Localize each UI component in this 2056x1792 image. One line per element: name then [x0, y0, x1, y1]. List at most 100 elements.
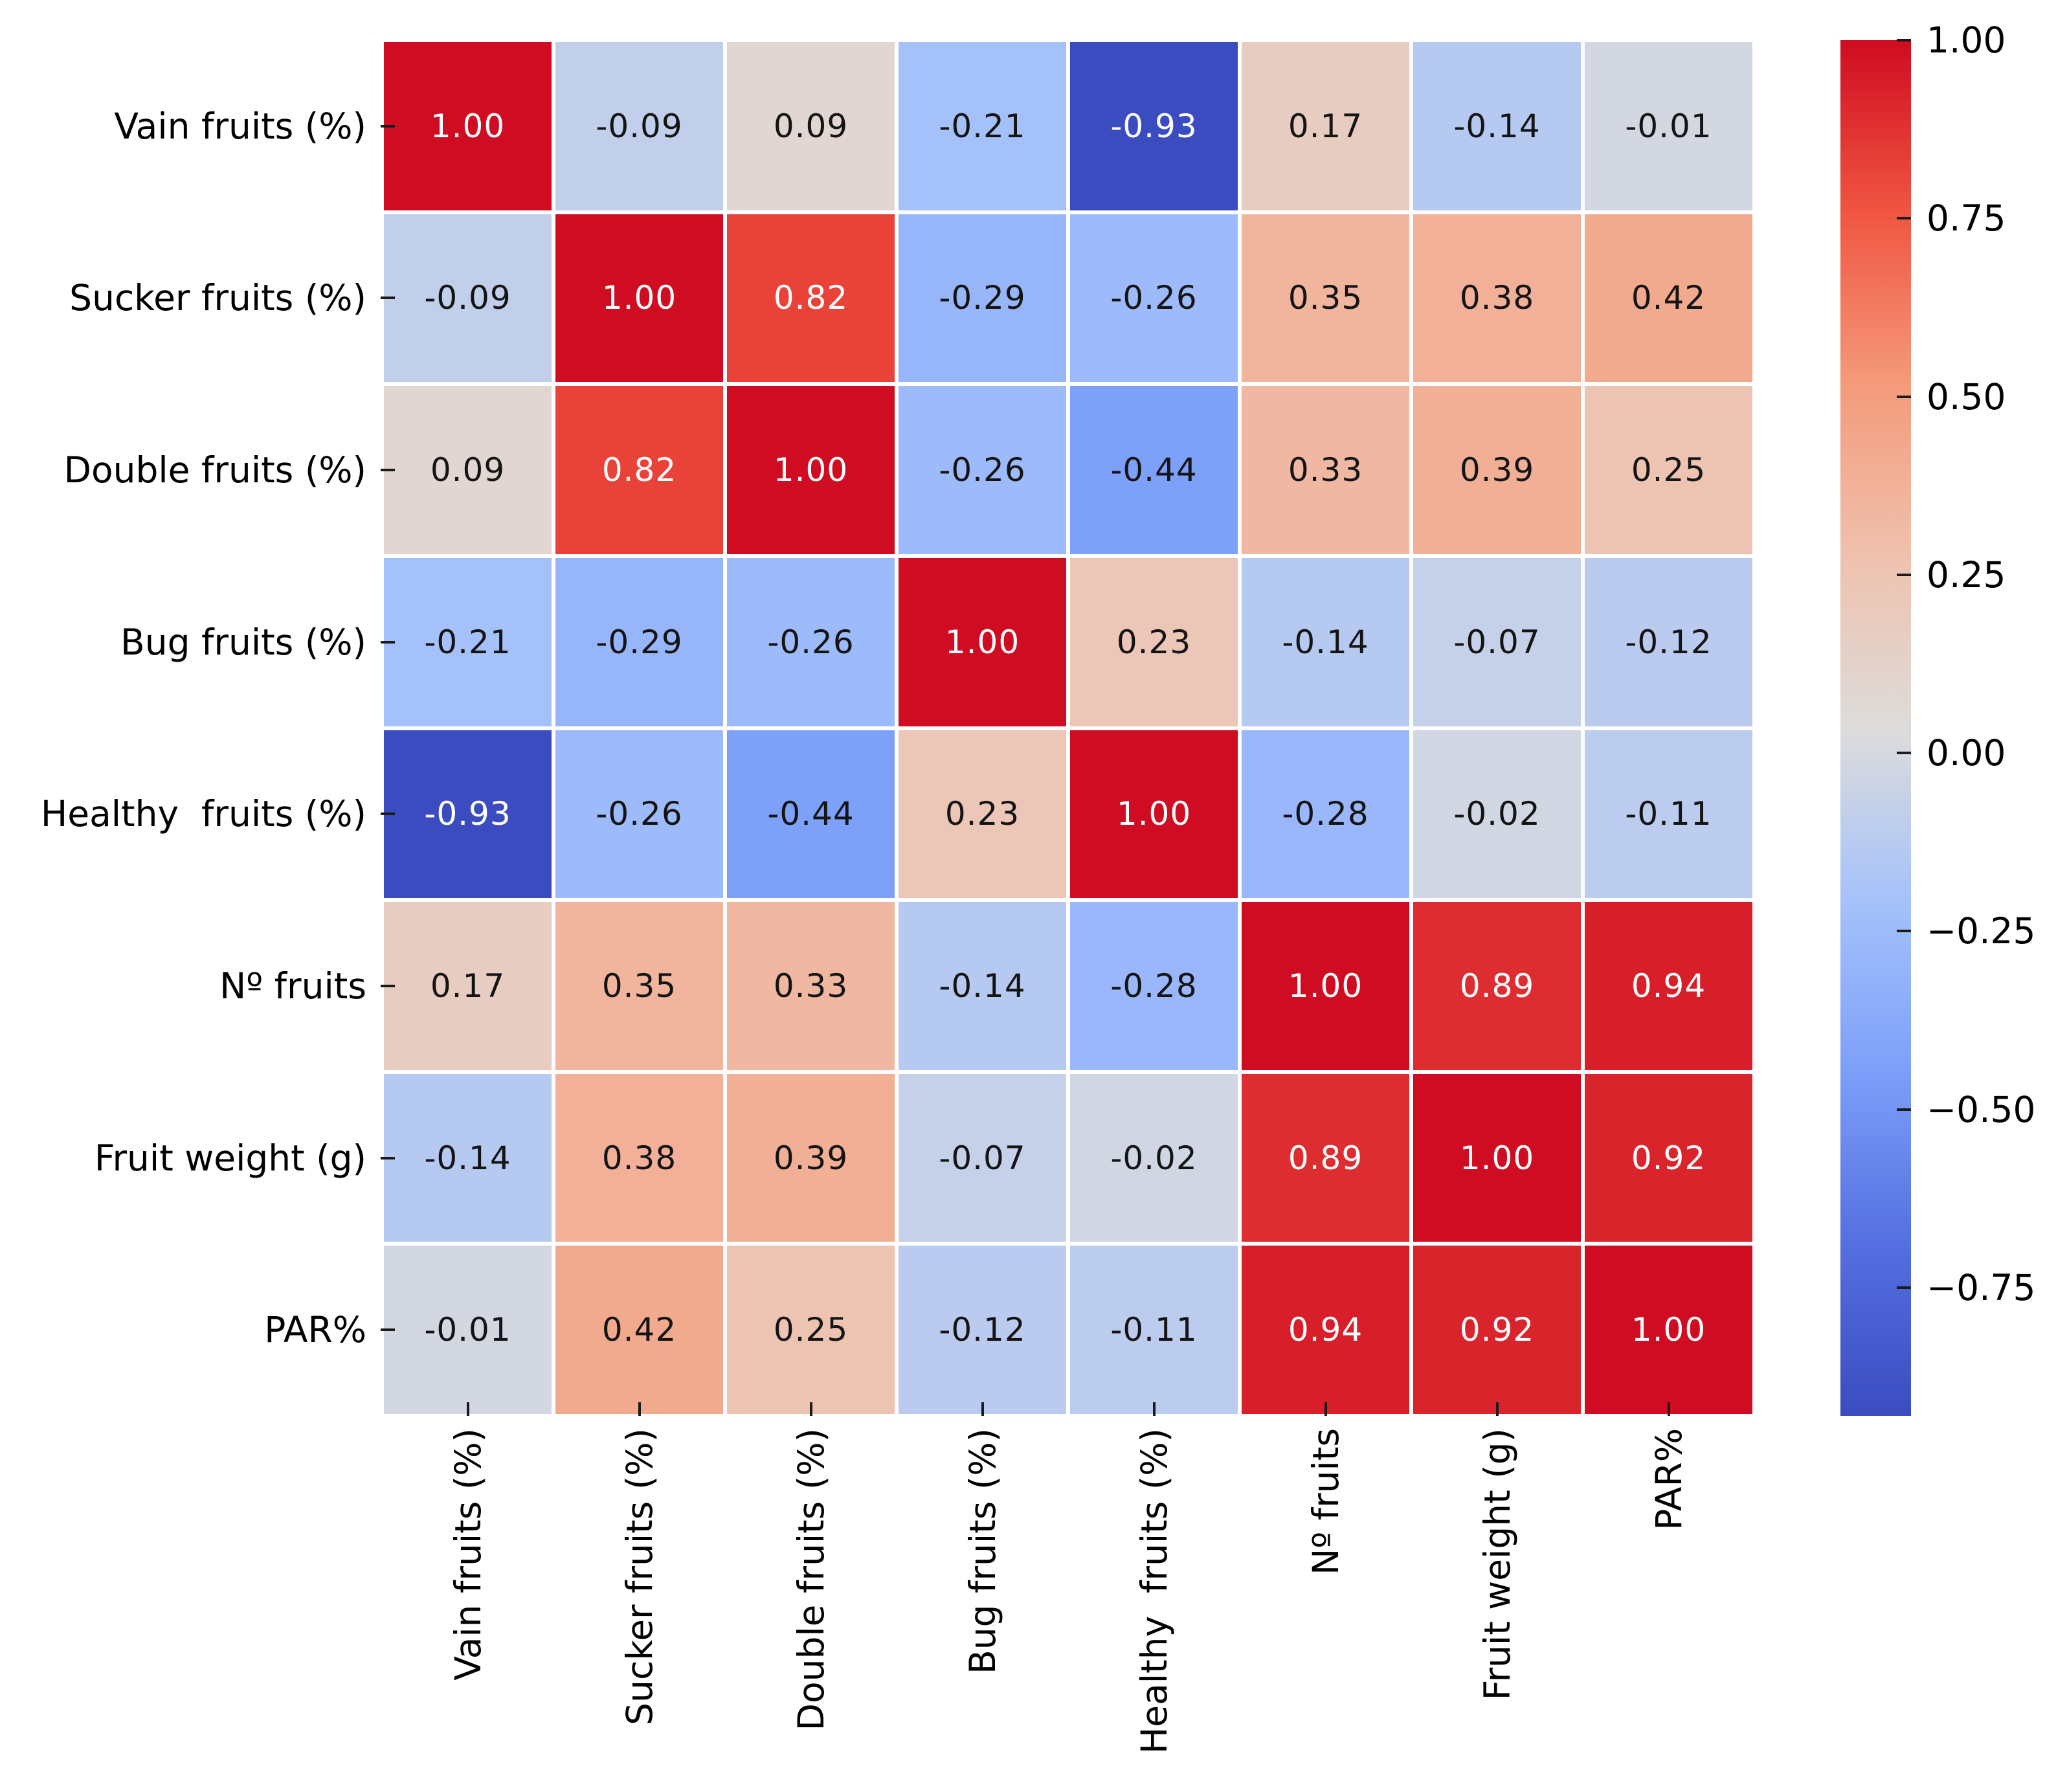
cell-value: -0.28 — [1282, 795, 1369, 833]
y-tick-label: Nº fruits — [219, 965, 366, 1007]
cell-value: -0.02 — [1110, 1139, 1198, 1177]
colorbar-tick-label: −0.50 — [1927, 1088, 2036, 1130]
heatmap-cell: -0.09 — [553, 40, 725, 212]
cell-value: -0.02 — [1453, 795, 1541, 833]
heatmap-cell: 0.23 — [1068, 555, 1240, 728]
cell-value: 0.92 — [1459, 1311, 1535, 1349]
cell-value: -0.14 — [424, 1139, 511, 1177]
y-tick-mark — [381, 469, 395, 472]
cell-value: 0.17 — [430, 967, 506, 1005]
heatmap-cell: -0.02 — [1068, 1071, 1240, 1244]
y-tick-label: Sucker fruits (%) — [69, 277, 366, 319]
heatmap-cell: 0.17 — [382, 900, 553, 1072]
cell-value: 1.00 — [1459, 1139, 1535, 1177]
heatmap-cell: -0.14 — [382, 1071, 553, 1244]
cell-value: 0.89 — [1288, 1139, 1363, 1177]
cell-value: -0.44 — [1110, 451, 1198, 489]
cell-value: -0.12 — [1625, 623, 1712, 661]
cell-value: 0.94 — [1288, 1311, 1363, 1349]
colorbar-tick-label: 0.00 — [1927, 732, 2006, 774]
heatmap-cell: -0.26 — [897, 384, 1068, 556]
cell-value: 0.82 — [601, 451, 677, 489]
cell-value: 0.23 — [1116, 623, 1192, 661]
heatmap-cell: 0.39 — [1411, 384, 1583, 556]
y-tick-mark — [381, 984, 395, 987]
colorbar-gradient — [1840, 40, 1911, 1416]
heatmap-cell: 0.82 — [553, 384, 725, 556]
heatmap-cell: -0.26 — [725, 555, 897, 728]
x-tick-label: Vain fruits (%) — [447, 1428, 489, 1681]
cell-value: 0.33 — [1288, 451, 1363, 489]
cell-value: 0.17 — [1288, 107, 1363, 145]
cell-value: 0.33 — [773, 967, 849, 1005]
cell-value: 1.00 — [773, 451, 849, 489]
heatmap-cell: 0.17 — [1240, 40, 1411, 212]
cell-value: -0.29 — [939, 279, 1026, 317]
heatmap-cell: 1.00 — [1583, 1244, 1754, 1416]
heatmap-cell: 0.23 — [897, 728, 1068, 901]
x-tick-label: Double fruits (%) — [790, 1428, 832, 1731]
cell-value: -0.29 — [596, 623, 683, 661]
y-tick-mark — [381, 812, 395, 816]
cell-value: 0.35 — [1288, 279, 1363, 317]
heatmap-cell: -0.29 — [897, 212, 1068, 385]
heatmap-cell: -0.07 — [1411, 555, 1583, 728]
heatmap-cell: 0.92 — [1583, 1071, 1754, 1244]
heatmap-cell: -0.12 — [1583, 555, 1754, 728]
heatmap-cell: 0.09 — [382, 384, 553, 556]
heatmap-cell: -0.21 — [897, 40, 1068, 212]
heatmap-cell: -0.14 — [1240, 555, 1411, 728]
heatmap-cell: 1.00 — [897, 555, 1068, 728]
heatmap-cell: -0.93 — [382, 728, 553, 901]
heatmap-cell: -0.11 — [1068, 1244, 1240, 1416]
heatmap-cell: -0.26 — [1068, 212, 1240, 385]
y-tick-mark — [381, 1156, 395, 1159]
heatmap-cell: 0.25 — [1583, 384, 1754, 556]
cell-value: -0.11 — [1625, 795, 1712, 833]
cell-value: 0.42 — [601, 1311, 677, 1349]
heatmap-cell: -0.28 — [1068, 900, 1240, 1072]
cell-value: -0.93 — [1110, 107, 1198, 145]
cell-value: -0.07 — [939, 1139, 1026, 1177]
heatmap-cell: 0.42 — [553, 1244, 725, 1416]
x-tick-mark — [638, 1402, 641, 1416]
heatmap-cell: -0.01 — [382, 1244, 553, 1416]
cell-value: -0.14 — [1282, 623, 1369, 661]
cell-value: -0.26 — [767, 623, 855, 661]
cell-value: -0.09 — [424, 279, 511, 317]
cell-value: 0.25 — [1631, 451, 1706, 489]
cell-value: -0.26 — [1110, 279, 1198, 317]
heatmap-cell: 0.35 — [1240, 212, 1411, 385]
x-tick-mark — [1324, 1402, 1327, 1416]
cell-value: 0.42 — [1631, 279, 1706, 317]
cell-value: 0.89 — [1459, 967, 1535, 1005]
cell-value: -0.14 — [1453, 107, 1541, 145]
heatmap-cell: -0.11 — [1583, 728, 1754, 901]
heatmap-cell: 1.00 — [382, 40, 553, 212]
heatmap-cell: -0.44 — [1068, 384, 1240, 556]
x-tick-mark — [981, 1402, 984, 1416]
x-tick-mark — [809, 1402, 812, 1416]
cell-value: 1.00 — [430, 107, 506, 145]
cell-value: 0.39 — [1459, 451, 1535, 489]
colorbar-tick-label: −0.25 — [1927, 910, 2036, 952]
x-tick-label: Bug fruits (%) — [961, 1428, 1003, 1674]
y-tick-mark — [381, 297, 395, 300]
colorbar-tick-mark — [1897, 217, 1911, 220]
heatmap-cell: 1.00 — [1240, 900, 1411, 1072]
x-tick-mark — [466, 1402, 469, 1416]
heatmap-cell: -0.44 — [725, 728, 897, 901]
heatmap-cell: 0.09 — [725, 40, 897, 212]
cell-value: 0.09 — [773, 107, 849, 145]
cell-value: -0.12 — [939, 1311, 1026, 1349]
heatmap-cell: -0.09 — [382, 212, 553, 385]
y-tick-mark — [381, 640, 395, 644]
x-tick-label: Fruit weight (g) — [1476, 1428, 1518, 1701]
y-tick-mark — [381, 1328, 395, 1332]
colorbar-tick-label: 0.50 — [1927, 375, 2006, 418]
y-tick-label: Healthy fruits (%) — [40, 793, 366, 835]
cell-value: 0.38 — [601, 1139, 677, 1177]
y-tick-label: Fruit weight (g) — [94, 1137, 366, 1179]
y-tick-label: Bug fruits (%) — [120, 621, 366, 663]
y-tick-label: Double fruits (%) — [63, 449, 366, 491]
